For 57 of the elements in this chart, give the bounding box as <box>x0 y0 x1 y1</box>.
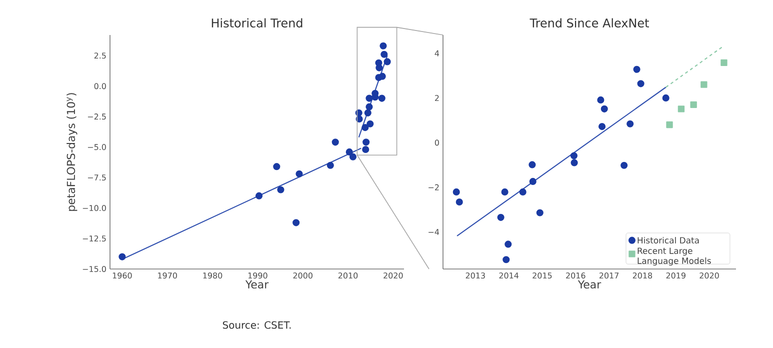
point <box>378 72 386 80</box>
point <box>456 198 463 206</box>
point <box>598 123 606 130</box>
point <box>376 64 383 72</box>
point <box>380 50 388 58</box>
point <box>346 148 353 156</box>
point <box>570 159 578 166</box>
point <box>504 240 512 248</box>
point <box>501 188 508 196</box>
point <box>720 59 728 66</box>
point <box>362 124 369 132</box>
point <box>296 170 303 178</box>
point <box>366 120 374 128</box>
point <box>452 188 460 196</box>
point <box>292 219 300 226</box>
source-note: Source: CSET. <box>222 321 291 329</box>
point <box>620 162 628 169</box>
point <box>536 209 544 216</box>
chart-title: Trend Since AlexNet <box>530 18 649 28</box>
chart-title: Historical Trend <box>212 18 302 28</box>
x-axis-title: Year <box>245 280 269 289</box>
point <box>700 81 708 88</box>
legend-label: Recent Large Language Models <box>638 248 711 266</box>
point <box>633 66 640 73</box>
point <box>364 109 372 116</box>
point <box>277 186 284 194</box>
y-axis-title: petaFLOPS-days (10$^{y}$) <box>66 93 78 211</box>
point <box>597 96 604 104</box>
point <box>502 256 510 264</box>
x-axis-title: Year <box>578 280 602 289</box>
point <box>273 163 280 170</box>
point <box>690 101 697 108</box>
point <box>326 162 334 169</box>
point <box>497 214 504 221</box>
point <box>380 42 387 50</box>
point <box>356 115 363 123</box>
legend-label: Historical Data <box>638 236 699 244</box>
point <box>519 188 526 196</box>
point <box>378 94 386 102</box>
point <box>362 138 370 146</box>
point <box>570 152 578 160</box>
point <box>362 146 370 154</box>
point <box>529 178 536 186</box>
point <box>666 121 673 128</box>
point <box>255 192 263 200</box>
point <box>637 80 644 88</box>
point <box>528 161 536 168</box>
point <box>118 253 126 260</box>
point <box>366 94 373 102</box>
point <box>662 94 670 102</box>
point <box>332 138 339 146</box>
point <box>600 105 608 112</box>
point <box>366 103 373 110</box>
point <box>349 153 357 160</box>
point <box>626 120 634 128</box>
point <box>384 58 391 66</box>
point <box>678 106 685 112</box>
